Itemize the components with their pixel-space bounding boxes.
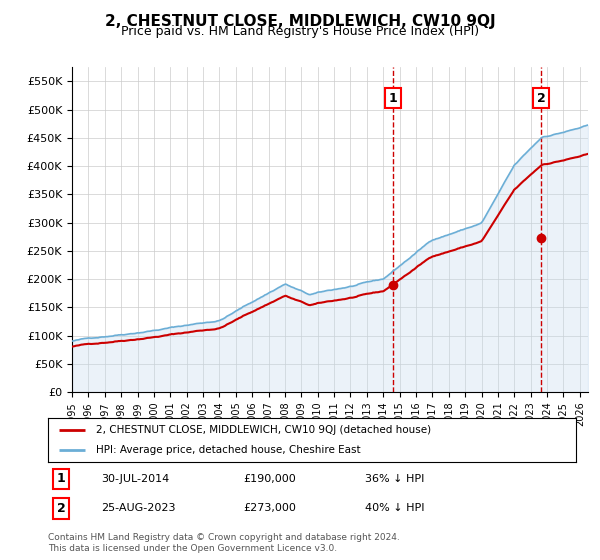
- Text: HPI: Average price, detached house, Cheshire East: HPI: Average price, detached house, Ches…: [95, 445, 360, 455]
- Text: 1: 1: [388, 91, 397, 105]
- Text: 30-JUL-2014: 30-JUL-2014: [101, 474, 169, 484]
- Text: £273,000: £273,000: [244, 503, 296, 514]
- Text: Contains HM Land Registry data © Crown copyright and database right 2024.
This d: Contains HM Land Registry data © Crown c…: [48, 533, 400, 553]
- Text: Price paid vs. HM Land Registry's House Price Index (HPI): Price paid vs. HM Land Registry's House …: [121, 25, 479, 38]
- Text: 40% ↓ HPI: 40% ↓ HPI: [365, 503, 424, 514]
- Text: 2: 2: [537, 91, 546, 105]
- Text: 2: 2: [57, 502, 65, 515]
- Text: £190,000: £190,000: [244, 474, 296, 484]
- Text: 2, CHESTNUT CLOSE, MIDDLEWICH, CW10 9QJ: 2, CHESTNUT CLOSE, MIDDLEWICH, CW10 9QJ: [104, 14, 496, 29]
- Text: 1: 1: [57, 473, 65, 486]
- Text: 2, CHESTNUT CLOSE, MIDDLEWICH, CW10 9QJ (detached house): 2, CHESTNUT CLOSE, MIDDLEWICH, CW10 9QJ …: [95, 425, 431, 435]
- Text: 25-AUG-2023: 25-AUG-2023: [101, 503, 175, 514]
- Text: 36% ↓ HPI: 36% ↓ HPI: [365, 474, 424, 484]
